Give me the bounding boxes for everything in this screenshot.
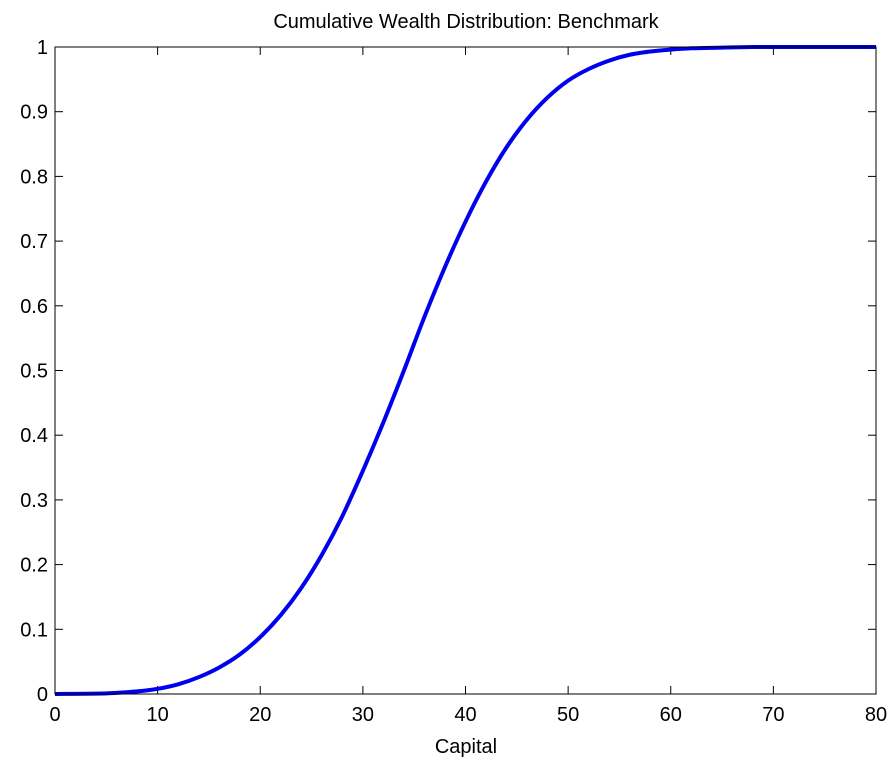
plot-area xyxy=(55,47,876,694)
y-tick-label: 1 xyxy=(37,37,48,59)
x-axis-label: Capital xyxy=(435,736,497,758)
x-tick-label: 20 xyxy=(249,704,271,726)
x-tick-label: 0 xyxy=(49,704,60,726)
y-tick-label: 0.9 xyxy=(20,102,48,124)
y-tick-label: 0.3 xyxy=(20,490,48,512)
chart-title: Cumulative Wealth Distribution: Benchmar… xyxy=(273,11,659,33)
x-tick-label: 30 xyxy=(352,704,374,726)
y-tick-label: 0.6 xyxy=(20,296,48,318)
plot-frame xyxy=(54,46,877,695)
series-layer xyxy=(54,44,876,696)
y-tick-label: 0 xyxy=(37,684,48,706)
y-tick-label: 0.4 xyxy=(20,425,48,447)
y-tick-label: 0.7 xyxy=(20,231,48,253)
y-tick-label: 0.1 xyxy=(20,619,48,641)
cdf-series-line xyxy=(54,44,876,696)
x-tick-label: 60 xyxy=(660,704,682,726)
y-tick-label: 0.8 xyxy=(20,166,48,188)
y-tick-label: 0.2 xyxy=(20,555,48,577)
x-tick-label: 70 xyxy=(762,704,784,726)
x-tick-labels: 0 10 20 30 40 50 60 70 80 xyxy=(49,704,887,726)
x-tick-label: 50 xyxy=(557,704,579,726)
y-tick-labels: 0 0.1 0.2 0.3 0.4 0.5 0.6 0.7 0.8 0.9 1 xyxy=(20,37,48,706)
x-tick-label: 10 xyxy=(147,704,169,726)
y-tick-label: 0.5 xyxy=(20,361,48,383)
x-tick-label: 40 xyxy=(454,704,476,726)
x-tick-label: 80 xyxy=(865,704,887,726)
